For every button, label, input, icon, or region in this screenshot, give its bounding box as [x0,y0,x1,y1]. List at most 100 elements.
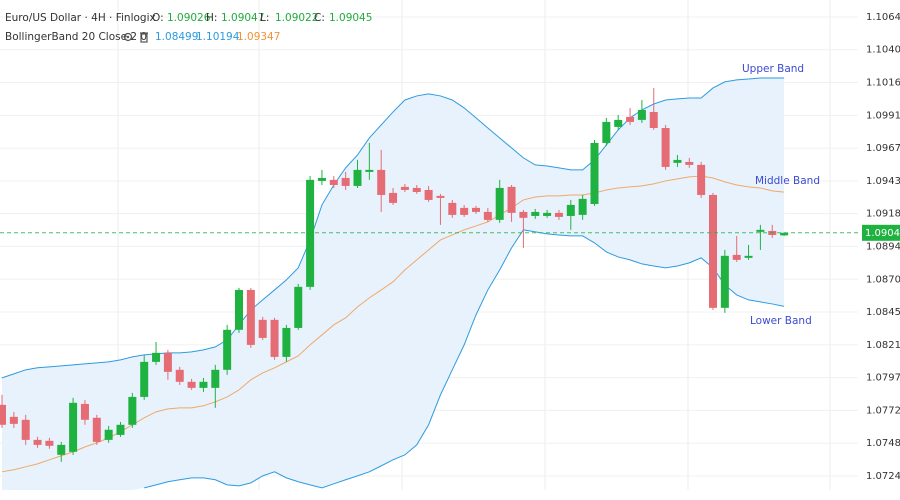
candle-body [353,169,362,186]
candle-body [709,194,717,308]
candle-body [306,179,315,287]
ohlc-value: 1.09047 [221,12,264,24]
candle-body [756,229,765,232]
candle-body [697,164,706,195]
band-label: Upper Band [742,63,804,75]
band-label: Middle Band [755,175,820,187]
candle-body [317,177,326,181]
candle-body [389,192,398,203]
ohlc-value: 1.09026 [167,12,211,24]
ohlc-label: C: [314,12,325,24]
gear-hub [126,35,130,39]
candle-body [57,444,66,455]
candle-body [80,403,89,420]
candle-body [732,254,741,260]
candle-body [270,319,279,357]
settings-icon[interactable] [123,32,133,42]
y-tick-label: 1.09674 [866,143,900,154]
y-tick-label: 1.08213 [866,340,900,351]
ohlc-label: L: [260,12,269,24]
candle-body [187,381,196,388]
y-tick-label: 1.10647 [866,12,900,23]
candle-body [246,289,255,345]
candle-body [9,416,18,424]
ohlc-value: 1.09022 [275,12,318,24]
candle-body [685,161,694,165]
band-area [2,78,785,491]
indicator-value: 1.10194 [196,31,240,43]
chart-title: Euro/US Dollar · 4H · Finlogix [5,12,156,24]
last-price-tag [862,224,900,241]
candle-body [223,329,232,370]
candle-body [566,204,575,216]
candle-body [33,439,42,445]
y-tick-label: 1.08700 [866,274,900,285]
candle-body [673,159,682,163]
y-tick-label: 1.07727 [866,405,900,416]
candle-body [45,440,54,446]
trash[interactable] [140,33,148,43]
ohlc-label: O: [152,12,164,24]
band-fill [2,78,785,491]
candle-body [424,189,433,200]
candle-body [614,119,623,127]
candle-body [602,121,611,143]
candle-body [211,369,220,388]
candle-body [519,211,528,218]
candle-body [436,195,445,198]
candle-body [472,207,480,212]
candle-body [294,286,303,328]
candle-body [116,424,125,435]
candle-body [649,111,658,128]
gear[interactable] [123,32,133,42]
candle-body [199,381,208,388]
candle-body [531,211,540,216]
candle-body [341,177,350,186]
ohlc-value: 1.09045 [329,12,372,24]
candle-body [128,396,137,425]
candle-body [637,109,646,120]
candle-body [140,361,149,397]
y-tick-label: 1.08944 [866,241,900,252]
indicator-name: BollingerBand 20 Close 2 0 [5,31,147,43]
candles [0,87,789,462]
candle-body [175,369,184,382]
candle-body [720,255,729,308]
y-tick-label: 1.07240 [866,471,900,482]
candle-body [69,402,78,452]
candle-body [590,142,599,204]
candle-body [460,207,469,215]
candle-body [258,319,267,338]
ohlc-label: H: [206,12,217,24]
candle-body [163,352,172,372]
y-tick-label: 1.07970 [866,373,900,384]
band-label: Lower Band [750,315,812,327]
candle-body [92,417,101,442]
candle-body [578,198,587,215]
candle-body [329,179,338,185]
candle-body [235,289,243,330]
delete-icon[interactable] [140,32,148,43]
candle-body [554,212,563,217]
candle-body [744,255,753,258]
candle-body [365,169,374,172]
candle-body [448,202,457,215]
candle-body [0,404,6,425]
candle-body [21,419,30,440]
candle-body [495,187,504,220]
band-line [144,229,785,489]
candle-body [152,352,161,362]
candle-body [412,187,421,192]
y-tick-label: 1.09917 [866,110,900,121]
candle-body [780,232,789,236]
y-tick-label: 1.07483 [866,438,900,449]
last-price-label: 1.09045 [865,228,900,239]
candle-body [104,429,113,440]
candle-body [282,327,291,357]
candle-body [483,211,492,220]
candle-body [543,212,552,216]
candle-body [626,116,635,122]
